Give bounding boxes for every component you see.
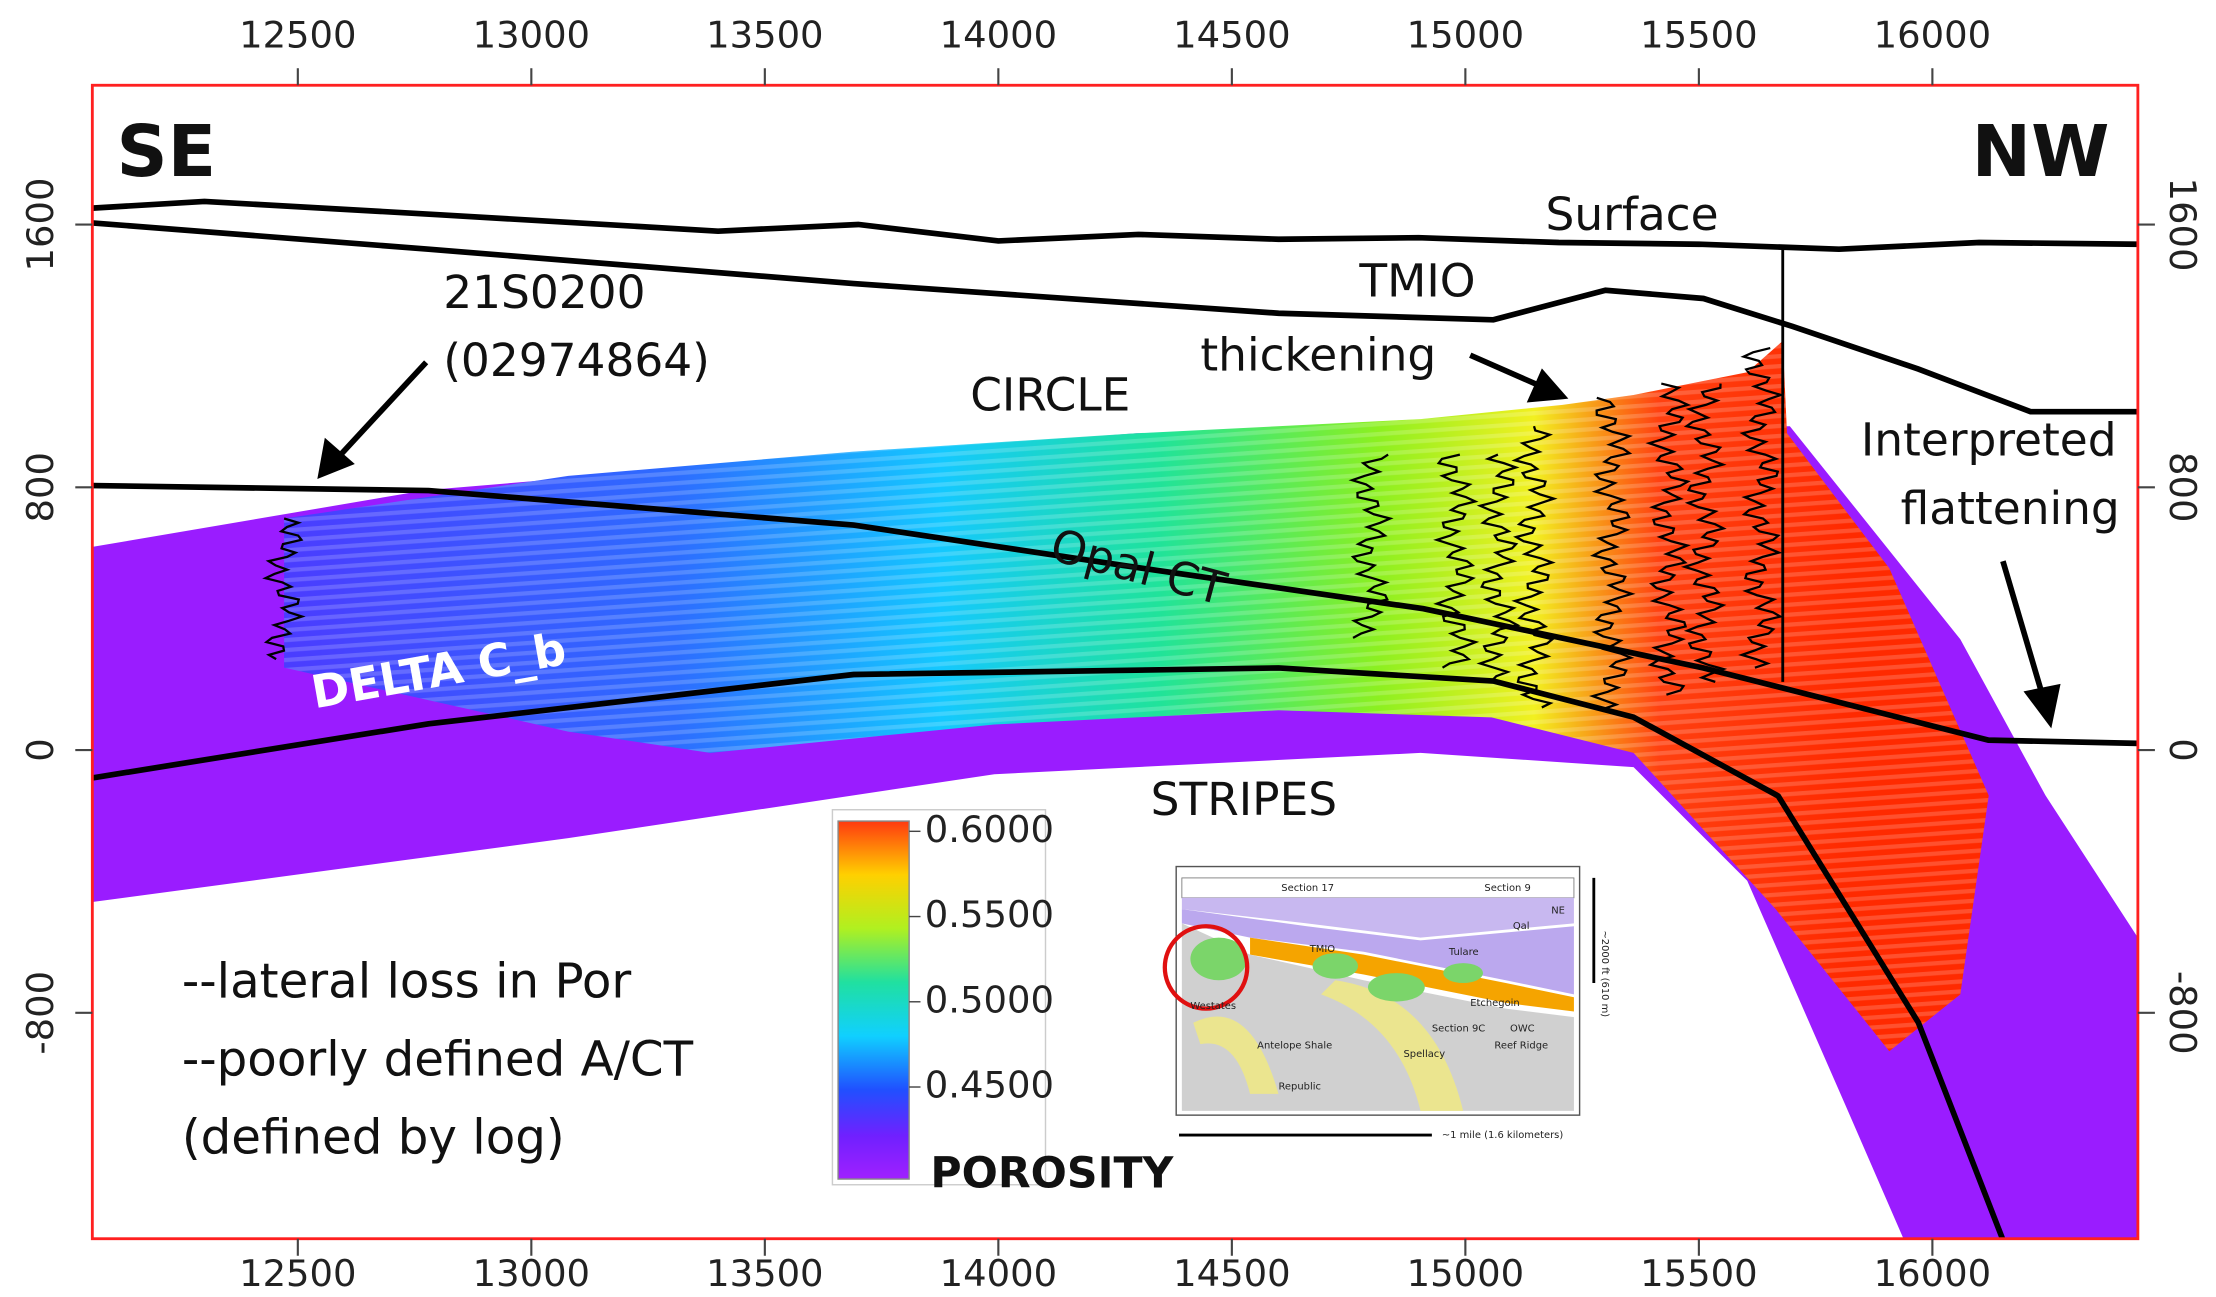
y-tick-label: 800 xyxy=(2161,452,2204,522)
inset-label: Section 9 xyxy=(1484,883,1530,894)
x-tick-label: 14500 xyxy=(1173,13,1290,56)
inset-label: Etchegoin xyxy=(1470,998,1520,1009)
inset-label: ~1 mile (1.6 kilometers) xyxy=(1442,1130,1564,1141)
plot-frame xyxy=(90,83,2140,1241)
note: --poorly defined A/CT xyxy=(182,1032,694,1088)
y-tick-label: 1600 xyxy=(2161,178,2204,272)
x-tick-label: 12500 xyxy=(239,13,356,56)
colorbar-tick-label: 0.6000 xyxy=(925,808,1054,851)
colorbar-tick-label: 0.5000 xyxy=(925,978,1054,1021)
x-tick-label: 13000 xyxy=(473,13,590,56)
y-tick-label: 1600 xyxy=(19,178,62,272)
horizon-line xyxy=(92,198,2138,253)
section-fill xyxy=(92,198,2138,1239)
arrows xyxy=(317,352,2061,729)
x-tick-label: 15500 xyxy=(1640,1252,1757,1295)
inset-label: TMIO xyxy=(1309,944,1336,955)
y-tick-label: -800 xyxy=(19,971,62,1055)
note: (defined by log) xyxy=(182,1110,565,1166)
well-log xyxy=(262,517,306,661)
direction-label: SE xyxy=(116,110,216,193)
y-tick-label: 800 xyxy=(19,452,62,522)
annotation: STRIPES xyxy=(1151,773,1338,826)
horizon-label: Surface xyxy=(1546,188,1719,241)
inset-label: Tulare xyxy=(1448,947,1479,958)
inset-label: NE xyxy=(1551,906,1565,917)
x-tick-label: 13000 xyxy=(473,1252,590,1295)
inset-label: Republic xyxy=(1278,1082,1320,1093)
inset-label: Spellacy xyxy=(1403,1049,1445,1060)
colorbar-label: POROSITY xyxy=(930,1149,1174,1199)
x-tick-label: 15000 xyxy=(1407,13,1524,56)
colorbar xyxy=(837,820,910,1180)
inset-label: Westates xyxy=(1190,1001,1236,1012)
inset-label: Reef Ridge xyxy=(1494,1041,1548,1052)
y-tick-label: -800 xyxy=(2161,971,2204,1055)
annotation: Interpreted xyxy=(1861,414,2117,467)
horizon-line xyxy=(92,220,2138,415)
inset-label: ~2000 ft (610 m) xyxy=(1599,930,1610,1017)
inset-label: Section 9C xyxy=(1432,1023,1485,1034)
well-log xyxy=(1433,453,1480,669)
x-tick-label: 14000 xyxy=(940,1252,1057,1295)
porosity-texture xyxy=(284,340,1989,1052)
x-tick-label: 15500 xyxy=(1640,13,1757,56)
well-log xyxy=(1511,425,1558,709)
horizon-line xyxy=(92,665,2006,1239)
x-tick-label: 16000 xyxy=(1874,1252,1991,1295)
annotation: flattening xyxy=(1901,482,2120,535)
note: --lateral loss in Por xyxy=(182,953,632,1009)
colorbar-tick-label: 0.4500 xyxy=(925,1064,1054,1107)
x-tick-label: 16000 xyxy=(1874,13,1991,56)
horizon-label: TMIO xyxy=(1358,255,1475,308)
inset-label: Antelope Shale xyxy=(1257,1041,1332,1052)
annotation: 21S0200 xyxy=(443,266,645,319)
y-tick-label: 0 xyxy=(2161,738,2204,762)
horizon-line xyxy=(92,482,2138,747)
y-tick-label: 0 xyxy=(19,738,62,762)
inset-label: Section 17 xyxy=(1281,883,1334,894)
inset-label: OWC xyxy=(1510,1023,1535,1034)
colorbar-frame xyxy=(831,809,1047,1186)
x-tick-label: 14000 xyxy=(940,13,1057,56)
well-log xyxy=(1738,346,1785,669)
well-log xyxy=(1348,453,1394,639)
colorbar-tick-label: 0.5500 xyxy=(925,893,1054,936)
annotation: thickening xyxy=(1200,329,1436,382)
well-log xyxy=(1645,382,1692,696)
well-log xyxy=(1680,383,1728,683)
x-tick-label: 13500 xyxy=(706,13,823,56)
annotation: CIRCLE xyxy=(970,368,1130,421)
well-log xyxy=(1476,453,1521,682)
x-tick-label: 12500 xyxy=(239,1252,356,1295)
well-log xyxy=(1588,396,1636,710)
x-tick-label: 15000 xyxy=(1407,1252,1524,1295)
annotation: (02974864) xyxy=(443,334,710,387)
x-tick-label: 13500 xyxy=(706,1252,823,1295)
inset: Section 17 Section 9 NE Qal Tulare TMIO Etcheg… xyxy=(1162,865,1610,1141)
x-tick-label: 14500 xyxy=(1173,1252,1290,1295)
inset-label: Qal xyxy=(1513,921,1530,932)
direction-label: NW xyxy=(1972,110,2110,193)
well-logs xyxy=(262,346,1785,710)
